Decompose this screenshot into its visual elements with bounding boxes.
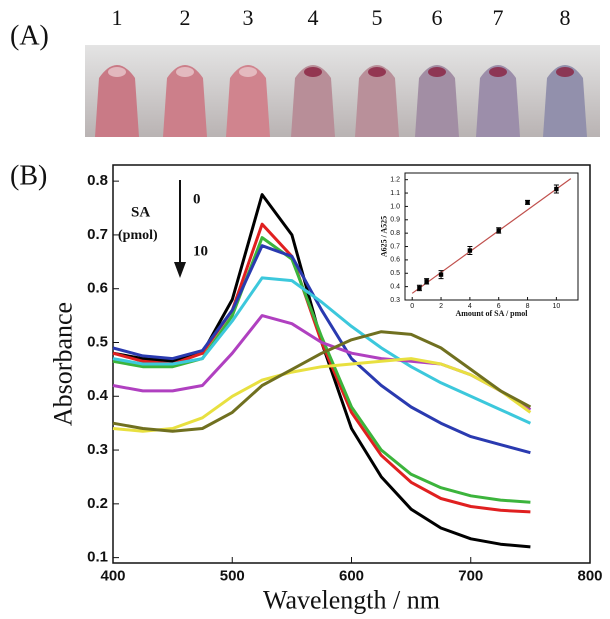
- annotation: SA: [131, 204, 150, 220]
- point: [417, 285, 422, 291]
- x-tick-label: 2: [439, 303, 443, 310]
- x-axis-label: Wavelength / nm: [263, 585, 440, 614]
- photo: [85, 45, 600, 137]
- x-tick-label: 700: [458, 567, 483, 584]
- y-tick-label: 0.7: [390, 243, 400, 250]
- tube: [163, 65, 207, 137]
- y-tick-label: 0.6: [87, 280, 108, 297]
- tube-label: 1: [112, 5, 123, 30]
- y-tick-label: 1.2: [390, 177, 400, 184]
- tube-tip: [428, 67, 446, 77]
- y-tick-label: 1.0: [390, 203, 400, 210]
- fit-line: [411, 178, 572, 294]
- y-tick-label: 0.5: [390, 270, 400, 277]
- y-tick-label: 0.4: [87, 387, 109, 404]
- annotation: 0: [193, 191, 201, 207]
- x-tick-label: 600: [339, 567, 364, 584]
- spectrum-line: [112, 276, 532, 425]
- x-tick-label: 8: [526, 303, 530, 310]
- point: [525, 200, 530, 205]
- tube: [476, 65, 520, 137]
- y-tick-label: 0.3: [390, 297, 400, 304]
- y-tick-label: 0.8: [87, 172, 108, 189]
- annotation: (pmol): [118, 228, 158, 243]
- panel-label: (A): [10, 20, 49, 51]
- x-tick-label: 4: [468, 303, 472, 310]
- tube-label: 4: [308, 5, 319, 30]
- y-tick-label: 1.1: [390, 190, 400, 197]
- x-tick-label: 10: [552, 303, 560, 310]
- tube-label: 6: [432, 5, 443, 30]
- x-tick-label: 6: [497, 303, 501, 310]
- annotation: 10: [193, 243, 208, 259]
- tube: [355, 65, 399, 137]
- tubes: [95, 65, 587, 137]
- tube-tip: [368, 67, 386, 77]
- point: [554, 186, 559, 192]
- tube-tip: [489, 67, 507, 77]
- tube-tip: [239, 67, 257, 77]
- point: [496, 228, 501, 233]
- arrow-head: [174, 262, 186, 278]
- tube: [291, 65, 335, 137]
- y-tick-label: 0.9: [390, 217, 400, 224]
- tube-tip: [304, 67, 322, 77]
- spectrum-line: [112, 244, 531, 455]
- tube-tip: [176, 67, 194, 77]
- tube-tip: [556, 67, 574, 77]
- tube-label: 3: [243, 5, 254, 30]
- y-tick-label: 0.7: [87, 226, 108, 243]
- spectrum-line: [112, 236, 531, 504]
- y-tick-label: 0.6: [390, 257, 400, 264]
- point: [467, 248, 473, 253]
- tube-label: 2: [180, 5, 191, 30]
- y-axis-label: Absorbance: [48, 302, 77, 426]
- spectrum-line: [112, 357, 532, 433]
- y-tick-label: 0.1: [87, 549, 108, 566]
- x-tick-label: 800: [577, 567, 602, 584]
- y-tick-label: 0.4: [390, 283, 400, 290]
- y-tick-label: 0.8: [390, 230, 400, 237]
- x-axis-label: Amount of SA / pmol: [455, 309, 528, 318]
- tube: [543, 65, 587, 137]
- tube: [415, 65, 459, 137]
- y-tick-label: 0.3: [87, 441, 108, 458]
- y-tick-label: 0.2: [87, 495, 108, 512]
- y-tick-label: 0.5: [87, 333, 108, 350]
- tube-tip: [108, 67, 126, 77]
- tube: [95, 65, 139, 137]
- spectrum-line: [112, 330, 532, 433]
- tube-label: 7: [493, 5, 504, 30]
- point: [424, 279, 429, 284]
- y-axis-label: A625 / A525: [380, 216, 389, 257]
- x-tick-label: 400: [100, 567, 125, 584]
- x-tick-label: 0: [410, 303, 414, 310]
- x-tick-label: 500: [220, 567, 245, 584]
- panel-label: (B): [10, 160, 47, 191]
- point: [438, 272, 444, 277]
- tube: [226, 65, 270, 137]
- tube-label: 5: [372, 5, 383, 30]
- tube-label: 8: [560, 5, 571, 30]
- plot-frame: [404, 172, 579, 301]
